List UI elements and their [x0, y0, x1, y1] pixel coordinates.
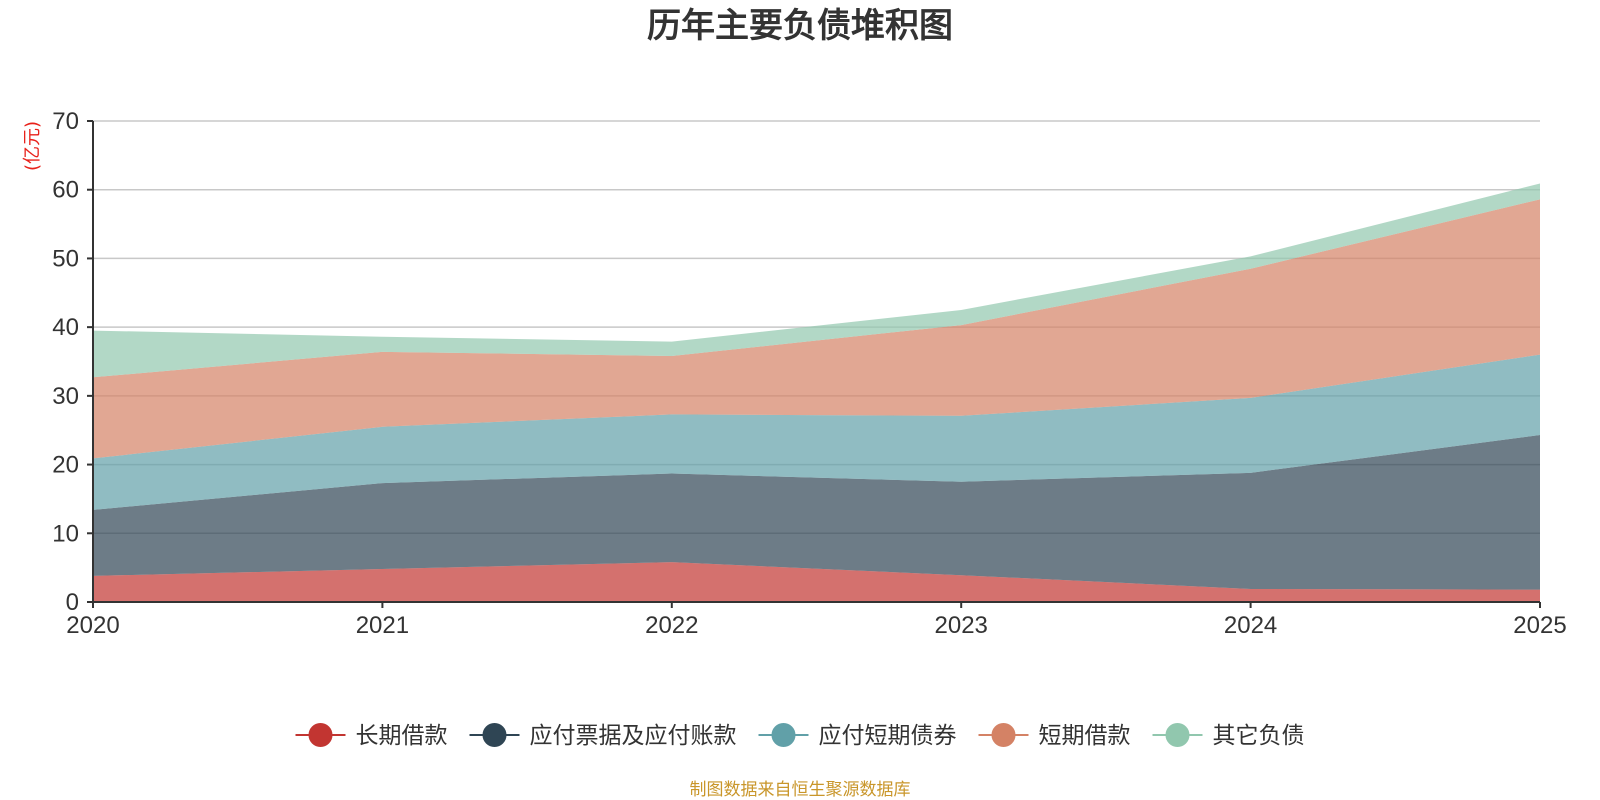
area-series-layer [93, 183, 1540, 602]
y-tick-label-30: 30 [52, 383, 79, 410]
legend-label-3: 应付短期债券 [819, 723, 957, 749]
legend-item-3[interactable]: 应付短期债券 [758, 723, 957, 749]
source-note: 制图数据来自恒生聚源数据库 [690, 780, 911, 800]
area-series-4 [93, 199, 1540, 459]
area-series-2 [93, 435, 1540, 590]
legend-marker-4 [991, 723, 1016, 747]
y-tick-label-0: 0 [66, 589, 79, 616]
legend-label-2: 应付票据及应付账款 [530, 723, 737, 749]
legend-item-2[interactable]: 应付票据及应付账款 [469, 723, 737, 749]
y-tick-label-20: 20 [52, 452, 79, 479]
legend-item-5[interactable]: 其它负债 [1152, 723, 1305, 749]
x-tick-label-2020: 2020 [66, 612, 119, 639]
legend-marker-2 [482, 723, 507, 747]
y-tick-label-50: 50 [52, 245, 79, 272]
legend-label-5: 其它负债 [1213, 723, 1305, 749]
area-series-3 [93, 354, 1540, 510]
legend-label-1: 长期借款 [356, 723, 448, 749]
legend-marker-5 [1165, 723, 1190, 747]
legend-marker-1 [308, 723, 333, 747]
y-tick-label-40: 40 [52, 314, 79, 341]
legend-item-4[interactable]: 短期借款 [978, 723, 1131, 749]
area-series-1 [93, 562, 1540, 602]
y-tick-label-10: 10 [52, 520, 79, 547]
x-tick-label-2022: 2022 [645, 612, 698, 639]
legend-item-1[interactable]: 长期借款 [295, 723, 448, 749]
chart-title: 历年主要负债堆积图 [647, 6, 953, 46]
x-tick-label-2025: 2025 [1513, 612, 1566, 639]
legend-label-4: 短期借款 [1039, 723, 1131, 749]
area-series-5 [93, 183, 1540, 378]
x-tick-label-2023: 2023 [935, 612, 988, 639]
y-tick-label-70: 70 [52, 108, 79, 135]
x-tick-label-2021: 2021 [356, 612, 409, 639]
axes: 0 10 20 30 40 50 60 70 2020 2021 2022 2023 2024 2025 [52, 108, 1566, 639]
y-axis-label: (亿元) [22, 121, 43, 171]
legend: 长期借款 应付票据及应付账款 应付短期债券 短期借款 其它负债 [295, 723, 1305, 749]
y-tick-label-60: 60 [52, 177, 79, 204]
x-tick-label-2024: 2024 [1224, 612, 1277, 639]
legend-marker-3 [771, 723, 796, 747]
